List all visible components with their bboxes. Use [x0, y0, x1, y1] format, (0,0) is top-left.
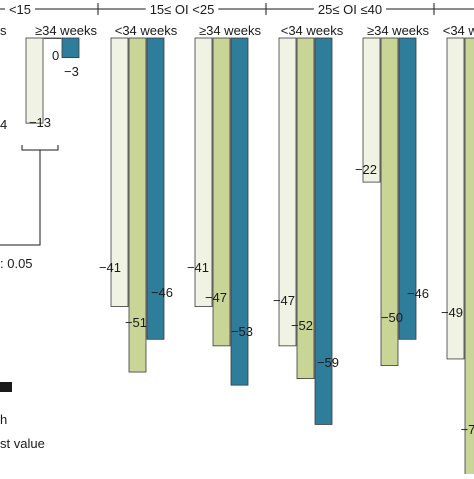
group-label: 25≤ OI ≤40 [318, 2, 382, 17]
bar-value-label-8: −53 [231, 324, 253, 339]
subgroup-label-fragment: s [0, 23, 7, 38]
bar-s2-c1 [61, 37, 80, 59]
bar-value-label-6: −41 [187, 260, 209, 275]
bar-value-label-1: −3 [64, 64, 79, 79]
bar-s0-c6 [446, 37, 465, 360]
bar-s1-c3 [212, 37, 231, 347]
bar-value-label-9: −47 [273, 293, 295, 308]
bar-value-label-4: −51 [125, 315, 147, 330]
bar-s1-c4 [296, 37, 315, 380]
subgroup-label-1: ≥34 weeks [35, 23, 98, 38]
group-label-bg [145, 0, 219, 18]
bar-s1-c6 [464, 37, 474, 479]
bar-value-label-15: −49 [441, 305, 463, 320]
significance-bracket [0, 145, 41, 246]
significance-bracket-right [40, 145, 59, 151]
bar-s2-c2 [146, 37, 165, 340]
bar-s0-c1 [25, 37, 44, 124]
subgroup-label-5: ≥34 weeks [367, 23, 430, 38]
bar-s0-c2 [110, 37, 129, 307]
subgroup-label-4: <34 weeks [281, 23, 344, 38]
bar-s2-c5 [398, 37, 417, 340]
bar-value-label-11: −59 [317, 355, 339, 370]
bar-s2-c3 [230, 37, 249, 386]
bar-s1-c5 [380, 37, 399, 366]
legend-title-fragment [0, 382, 12, 392]
bar-value-label-16: −7 [461, 422, 474, 437]
group-label: 15≤ OI <25 [150, 2, 215, 17]
bar-value-label-5: −46 [151, 285, 173, 300]
bar-value-label-12: −22 [355, 162, 377, 177]
bar-value-label-10: −52 [291, 318, 313, 333]
subgroup-label-6: <34 weeks [443, 23, 474, 38]
bar-s0-c4 [278, 37, 297, 347]
group-label-bg [313, 0, 387, 18]
group-label-bg [4, 0, 36, 18]
bar-value-label-7: −47 [205, 290, 227, 305]
significance-label: : 0.05 [0, 256, 33, 271]
subgroup-label-2: <34 weeks [115, 23, 178, 38]
legend-h-label: h [0, 412, 8, 427]
bar-s0-c5 [362, 37, 381, 183]
subgroup-label-3: ≥34 weeks [199, 23, 262, 38]
group-label: <15 [9, 2, 31, 17]
bar-value-label-14: −46 [407, 286, 429, 301]
bar-s0-c3 [194, 37, 213, 307]
bar-value-label-13: −50 [381, 310, 403, 325]
bar-s2-c4 [314, 37, 333, 425]
partial-value-label: 4 [0, 117, 7, 132]
bar-value-label-2: −13 [29, 115, 51, 130]
bar-value-label-0: 0 [52, 48, 59, 63]
bar-s1-c2 [128, 37, 147, 373]
bar-s1-c1 [43, 37, 62, 39]
legend-value-label: st value [0, 436, 45, 451]
bar-value-label-3: −41 [99, 260, 121, 275]
